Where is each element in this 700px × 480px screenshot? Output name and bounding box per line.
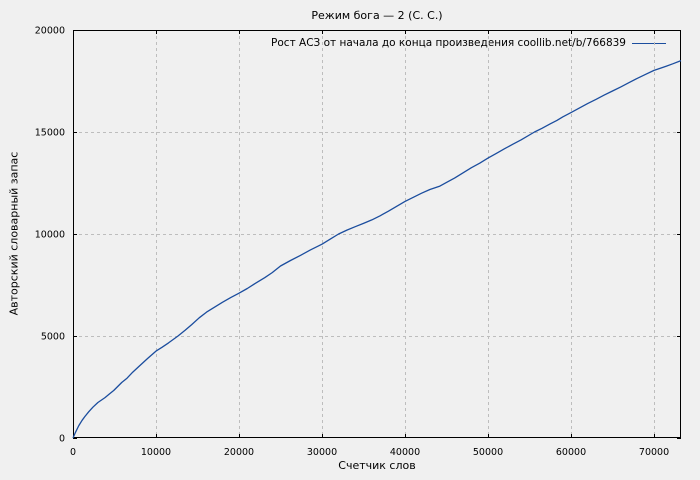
y-tick-label: 0 [59, 434, 65, 445]
series-line [72, 59, 682, 439]
x-tick-label: 0 [70, 447, 76, 458]
y-tick-label: 10000 [35, 230, 65, 241]
x-tick-label: 40000 [390, 447, 420, 458]
legend-label: Рост АСЗ от начала до конца произведения… [271, 37, 626, 49]
x-tick-label: 60000 [556, 447, 586, 458]
x-tick-label: 20000 [224, 447, 254, 458]
y-tick-label: 20000 [35, 26, 65, 37]
y-axis-label: Авторский словарный запас [7, 151, 21, 316]
x-tick-label: 50000 [473, 447, 503, 458]
x-tick-label: 10000 [141, 447, 171, 458]
x-tick-label: 70000 [639, 447, 669, 458]
tick-labels: 0 10000 20000 30000 40000 50000 60000 70000 0 500… [35, 26, 669, 459]
chart-title: Режим бога — 2 (С. С.) [311, 9, 443, 22]
gridlines [73, 30, 681, 438]
y-tick-label: 15000 [35, 128, 65, 139]
legend-line-sample [632, 42, 666, 44]
x-axis-label: Счетчик слов [338, 459, 416, 472]
x-tick-label: 30000 [307, 447, 337, 458]
legend: Рост АСЗ от начала до конца произведения… [271, 37, 666, 49]
y-tick-label: 5000 [41, 332, 65, 343]
